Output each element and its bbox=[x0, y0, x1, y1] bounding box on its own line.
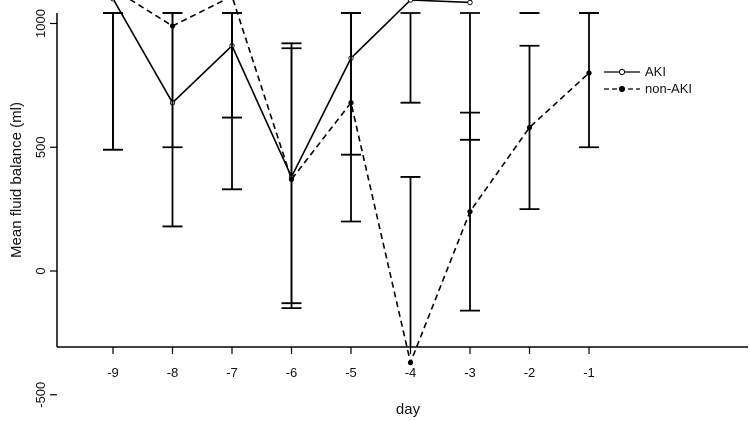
data-point bbox=[169, 23, 176, 29]
y-tick-label: 1000 bbox=[33, 9, 48, 38]
x-tick-label: -5 bbox=[345, 365, 357, 380]
series-layer bbox=[103, 0, 599, 366]
legend-label: AKI bbox=[645, 64, 666, 79]
y-tick-label: -500 bbox=[33, 382, 48, 408]
x-tick-label: -1 bbox=[583, 365, 595, 380]
data-point bbox=[348, 100, 354, 106]
x-tick-label: -4 bbox=[405, 365, 417, 380]
series-line bbox=[129, 0, 590, 366]
y-tick-label: 500 bbox=[33, 136, 48, 158]
x-tick-label: -9 bbox=[107, 365, 119, 380]
series-non-aki bbox=[103, 0, 599, 366]
x-axis-title: day bbox=[396, 401, 421, 418]
data-point bbox=[467, 208, 473, 215]
x-tick-label: -3 bbox=[464, 365, 476, 380]
data-point bbox=[288, 176, 295, 183]
data-point bbox=[407, 359, 414, 366]
data-point bbox=[467, 0, 473, 6]
legend-marker bbox=[618, 85, 626, 93]
data-point bbox=[110, 0, 116, 2]
x-tick-label: -8 bbox=[167, 365, 179, 380]
x-tick-label: -7 bbox=[226, 365, 238, 380]
legend-marker bbox=[618, 68, 626, 76]
x-ticks: -9 -8 -7 -6 -5 -4 -3 -2 -1 bbox=[107, 347, 595, 380]
y-tick-label: 0 bbox=[33, 267, 48, 274]
legend: AKI non-AKI bbox=[604, 64, 692, 96]
y-axis-title: Mean fluid balance (ml) bbox=[8, 102, 25, 258]
data-point bbox=[526, 124, 533, 131]
x-tick-label: -6 bbox=[286, 365, 298, 380]
data-point bbox=[586, 70, 592, 76]
data-point bbox=[407, 0, 414, 3]
x-tick-label: -2 bbox=[524, 365, 536, 380]
legend-label: non-AKI bbox=[645, 81, 692, 96]
y-ticks: -5000500100015002000 bbox=[33, 9, 57, 408]
